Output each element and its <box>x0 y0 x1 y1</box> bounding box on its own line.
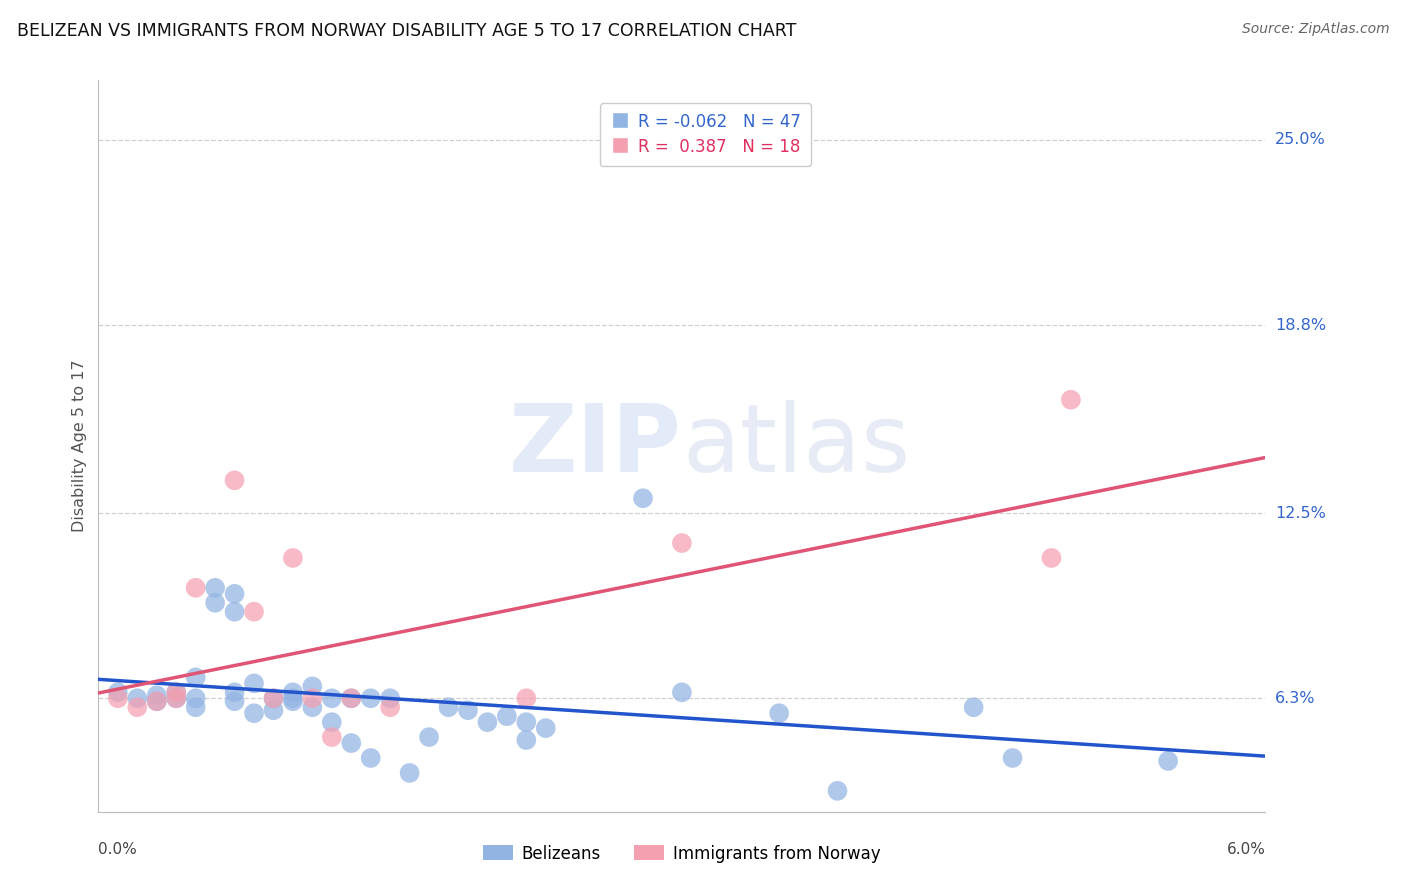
Point <box>204 596 226 610</box>
Point <box>262 703 284 717</box>
Point <box>127 700 149 714</box>
Point <box>1040 551 1063 566</box>
Point <box>281 691 304 706</box>
Point <box>671 685 693 699</box>
Point <box>1157 754 1180 768</box>
Point <box>224 473 246 487</box>
Point <box>224 587 246 601</box>
Point <box>534 721 557 735</box>
Point <box>477 715 499 730</box>
Text: ZIP: ZIP <box>509 400 682 492</box>
Point <box>457 703 479 717</box>
Text: 6.0%: 6.0% <box>1226 842 1265 857</box>
Point <box>515 715 537 730</box>
Point <box>281 685 304 699</box>
Point <box>107 691 129 706</box>
Point <box>224 694 246 708</box>
Text: atlas: atlas <box>682 400 910 492</box>
Text: Source: ZipAtlas.com: Source: ZipAtlas.com <box>1241 22 1389 37</box>
Text: 6.3%: 6.3% <box>1275 690 1316 706</box>
Point <box>107 685 129 699</box>
Point <box>340 736 363 750</box>
Point <box>184 700 207 714</box>
Point <box>184 581 207 595</box>
Point <box>380 700 402 714</box>
Point <box>340 691 363 706</box>
Point <box>380 691 402 706</box>
Point <box>127 691 149 706</box>
Point <box>204 581 226 595</box>
Point <box>146 694 169 708</box>
Point <box>281 694 304 708</box>
Point <box>631 491 654 506</box>
Point <box>224 685 246 699</box>
Point <box>418 730 440 744</box>
Point <box>496 709 519 723</box>
Point <box>321 691 343 706</box>
Point <box>827 784 849 798</box>
Text: 12.5%: 12.5% <box>1275 506 1326 521</box>
Point <box>321 715 343 730</box>
Point <box>243 676 266 690</box>
Point <box>262 691 284 706</box>
Point <box>301 691 323 706</box>
Point <box>165 685 187 699</box>
Point <box>398 765 420 780</box>
Legend: Belizeans, Immigrants from Norway: Belizeans, Immigrants from Norway <box>477 838 887 869</box>
Point <box>146 688 169 702</box>
Text: 25.0%: 25.0% <box>1275 133 1326 147</box>
Point <box>281 551 304 566</box>
Point <box>768 706 790 721</box>
Point <box>243 605 266 619</box>
Point <box>1060 392 1083 407</box>
Point <box>515 733 537 747</box>
Y-axis label: Disability Age 5 to 17: Disability Age 5 to 17 <box>72 359 87 533</box>
Text: 0.0%: 0.0% <box>98 842 138 857</box>
Point <box>184 670 207 684</box>
Point <box>146 694 169 708</box>
Point <box>165 691 187 706</box>
Point <box>243 706 266 721</box>
Point <box>301 679 323 693</box>
Point <box>1001 751 1024 765</box>
Point <box>360 691 382 706</box>
Point <box>165 685 187 699</box>
Point <box>360 751 382 765</box>
Point <box>515 691 537 706</box>
Point <box>437 700 460 714</box>
Point <box>962 700 984 714</box>
Text: BELIZEAN VS IMMIGRANTS FROM NORWAY DISABILITY AGE 5 TO 17 CORRELATION CHART: BELIZEAN VS IMMIGRANTS FROM NORWAY DISAB… <box>17 22 796 40</box>
Point <box>165 691 187 706</box>
Point <box>321 730 343 744</box>
Point <box>224 605 246 619</box>
Point <box>301 700 323 714</box>
Text: 18.8%: 18.8% <box>1275 318 1326 333</box>
Point <box>184 691 207 706</box>
Point <box>671 536 693 550</box>
Point <box>340 691 363 706</box>
Point <box>262 691 284 706</box>
